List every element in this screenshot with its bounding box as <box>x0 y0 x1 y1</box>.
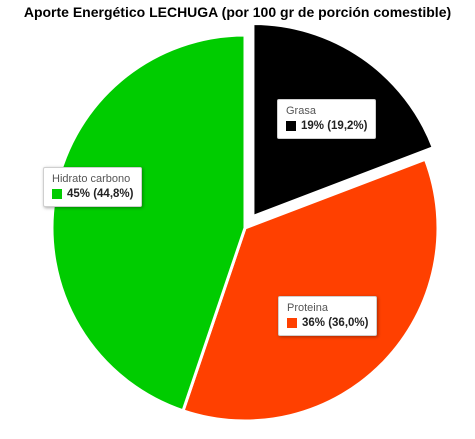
tooltip-series-name: Proteina <box>287 302 328 314</box>
pie-slice-proteina[interactable] <box>181 157 440 423</box>
tooltip-series-name: Grasa <box>286 105 316 117</box>
tooltip-value: 19% (19,2%) <box>301 120 368 132</box>
tooltip-value: 36% (36,0%) <box>302 317 369 329</box>
tooltip-hidrato-carbono: Hidrato carbono 45% (44,8%) <box>43 167 143 207</box>
tooltip-proteina: Proteina 36% (36,0%) <box>278 296 378 336</box>
tooltip-grasa: Grasa 19% (19,2%) <box>277 99 377 139</box>
legend-swatch <box>52 189 62 199</box>
tooltip-value: 45% (44,8%) <box>67 188 134 200</box>
tooltip-series-name: Hidrato carbono <box>52 173 131 185</box>
legend-swatch <box>286 121 296 131</box>
legend-swatch <box>287 318 297 328</box>
chart-title: Aporte Energético LECHUGA (por 100 gr de… <box>23 4 452 20</box>
